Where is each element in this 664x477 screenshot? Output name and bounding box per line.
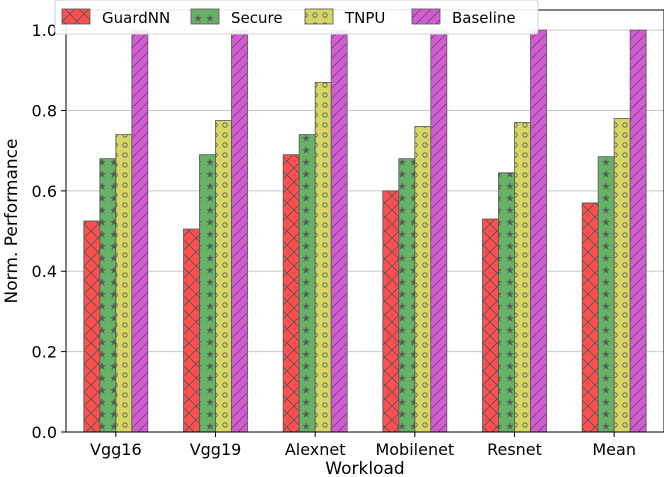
x-tick-label: Vgg16 — [90, 440, 142, 459]
bar-hatch — [283, 154, 300, 432]
x-axis-title: Workload — [325, 459, 404, 477]
y-axis: 0.0 0.2 0.4 0.6 0.8 1.0 — [32, 21, 66, 442]
legend-label-baseline: Baseline — [452, 9, 516, 27]
y-tick-label: 0.8 — [32, 101, 57, 120]
bar-hatch — [414, 126, 431, 433]
bar-hatch — [530, 30, 547, 432]
y-tick-label: 1.0 — [32, 21, 57, 40]
legend-swatch-hatch — [191, 9, 219, 24]
bar-hatch — [498, 172, 515, 432]
bar-hatch — [430, 30, 447, 432]
legend-swatch-hatch — [62, 9, 90, 24]
legend-swatch-hatch — [305, 9, 333, 24]
bar-hatch — [482, 218, 499, 432]
y-tick-label: 0.0 — [32, 423, 57, 442]
x-tick-label: Mobilenet — [375, 440, 454, 459]
bar-hatch — [331, 30, 348, 432]
y-tick-label: 0.2 — [32, 343, 57, 362]
bar-hatch — [99, 158, 116, 432]
legend-box — [54, 0, 539, 35]
x-tick-label: Alexnet — [285, 440, 346, 459]
bar-hatch — [398, 158, 415, 432]
bar-hatch — [614, 118, 631, 432]
bar-hatch — [582, 202, 599, 432]
bars — [83, 29, 647, 433]
x-axis: Vgg16 Vgg19 Alexnet Mobilenet Resnet Mean — [90, 432, 636, 459]
legend-label-guardnn: GuardNN — [102, 9, 170, 27]
plot-frame — [65, 9, 664, 433]
bar-hatch — [382, 190, 399, 432]
bar-hatch — [83, 221, 100, 432]
bar-hatch — [231, 30, 248, 432]
bar-hatch — [183, 229, 200, 432]
legend-label-tnpu: TNPU — [344, 9, 385, 27]
bar-hatch — [299, 134, 316, 433]
bar-hatch — [115, 134, 132, 433]
y-axis-title: Norm. Performance — [2, 139, 22, 304]
bar-hatch — [315, 82, 332, 432]
grid-lines — [66, 29, 664, 433]
x-tick-label: Vgg19 — [190, 440, 242, 459]
bar-hatch — [598, 156, 615, 432]
bar-hatch — [131, 30, 148, 432]
bar-hatch — [215, 120, 232, 433]
y-tick-label: 0.4 — [32, 262, 57, 281]
legend-swatch-hatch — [412, 9, 440, 24]
bar-hatch — [630, 30, 647, 432]
bar-hatch — [514, 122, 531, 433]
legend: GuardNN Secure TNPU Baseline — [54, 0, 539, 35]
x-tick-label: Resnet — [487, 440, 542, 459]
legend-label-secure: Secure — [231, 9, 283, 27]
bar-hatch — [199, 154, 216, 432]
x-tick-label: Mean — [592, 440, 636, 459]
y-tick-label: 0.6 — [32, 182, 57, 201]
